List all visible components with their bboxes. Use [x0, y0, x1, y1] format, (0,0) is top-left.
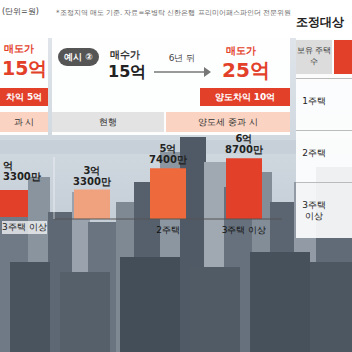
svg-text:3억3300만: 3억3300만 — [73, 165, 111, 187]
html-text:조정대상: 조정대상 — [296, 15, 344, 29]
html-text:예시 ②: 예시 ② — [64, 52, 93, 62]
html-text:양도세 중과 시: 양도세 중과 시 — [198, 117, 258, 127]
html-text:3300만: 3300만 — [3, 171, 41, 182]
html-text:3주택 이상: 3주택 이상 — [302, 200, 326, 221]
html-text:매수가: 매수가 — [110, 49, 140, 60]
svg-text:3주택 이상: 3주택 이상 — [222, 225, 267, 235]
html-text:6년 뒤: 6년 뒤 — [168, 53, 196, 63]
svg-text:5억7400만: 5억7400만 — [149, 143, 187, 165]
html-text:1주택: 1주택 — [302, 96, 326, 106]
html-text:보유 주택 수: 보유 주택 수 — [296, 46, 332, 66]
html-text:매도가: 매도가 — [4, 43, 34, 54]
html-text:차익 5억: 차익 5억 — [5, 92, 43, 102]
html-text:매도가: 매도가 — [226, 45, 256, 56]
html-text:3주택 이상: 3주택 이상 — [2, 222, 47, 232]
html-text:과 시: 과 시 — [13, 117, 35, 127]
html-text:현행: 현행 — [99, 117, 117, 127]
html-text:양도차익 10억: 양도차익 10억 — [214, 92, 276, 102]
html-text:(단위=원): (단위=원) — [2, 7, 39, 16]
html-text:*조정지역 매도 기준. 자료=우병탁 신한은행 프리미어패: *조정지역 매도 기준. 자료=우병탁 신한은행 프리미어패스파인더 전문위원 — [56, 9, 291, 17]
html-text:억: 억 — [3, 160, 13, 171]
html-text:25억: 25억 — [222, 58, 270, 82]
svg-text:2주택: 2주택 — [156, 225, 180, 235]
html-text:2주택: 2주택 — [302, 148, 326, 158]
html-text:15억: 15억 — [2, 57, 48, 79]
svg-text:6억8700만: 6억8700만 — [225, 133, 263, 155]
html-text:15억: 15억 — [108, 62, 147, 81]
